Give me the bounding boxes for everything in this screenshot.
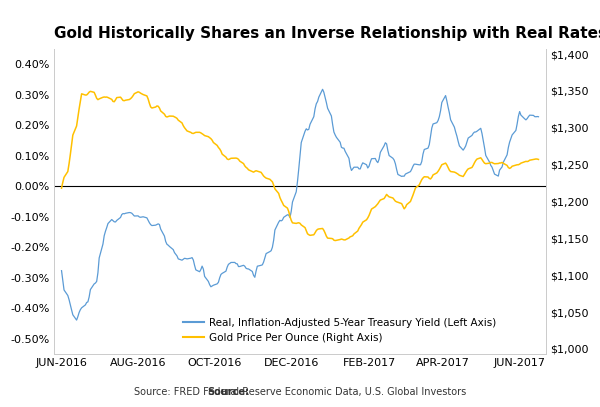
Text: Source: FRED Federal Reserve Economic Data, U.S. Global Investors: Source: FRED Federal Reserve Economic Da…: [134, 387, 466, 397]
Line: Real, Inflation-Adjusted 5-Year Treasury Yield (Left Axis): Real, Inflation-Adjusted 5-Year Treasury…: [62, 89, 538, 320]
Line: Gold Price Per Ounce (Right Axis): Gold Price Per Ounce (Right Axis): [62, 91, 538, 241]
Text: Source:: Source:: [207, 387, 249, 397]
Legend: Real, Inflation-Adjusted 5-Year Treasury Yield (Left Axis), Gold Price Per Ounce: Real, Inflation-Adjusted 5-Year Treasury…: [183, 317, 496, 343]
Text: Gold Historically Shares an Inverse Relationship with Real Rates: Gold Historically Shares an Inverse Rela…: [54, 26, 600, 41]
